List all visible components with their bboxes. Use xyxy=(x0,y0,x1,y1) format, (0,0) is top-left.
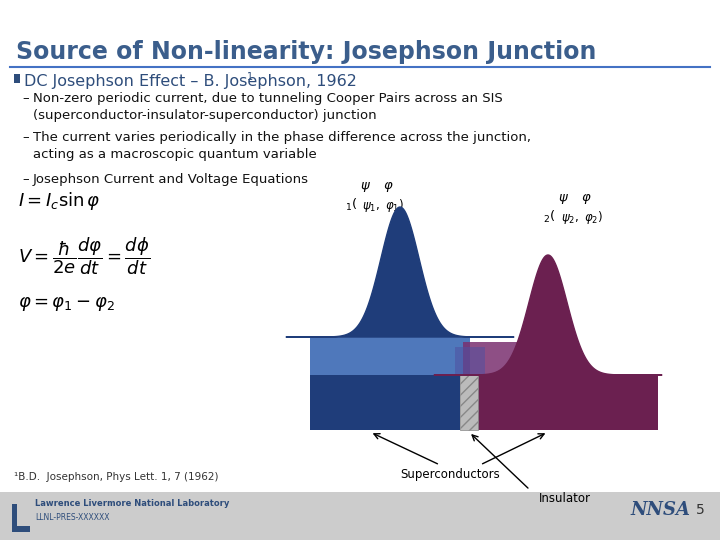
Bar xyxy=(463,342,563,375)
Text: Insulator: Insulator xyxy=(539,492,591,505)
Bar xyxy=(310,375,460,430)
Text: –: – xyxy=(22,131,29,144)
Text: $\psi$: $\psi$ xyxy=(359,180,371,194)
Text: $\psi$: $\psi$ xyxy=(557,192,569,206)
Text: NNSA: NNSA xyxy=(630,501,690,519)
Text: $\varphi_2)$: $\varphi_2)$ xyxy=(584,209,603,226)
Bar xyxy=(310,337,470,375)
Text: Lawrence Livermore National Laboratory: Lawrence Livermore National Laboratory xyxy=(35,500,230,509)
Bar xyxy=(0,492,720,540)
Text: $\varphi_1)$: $\varphi_1)$ xyxy=(385,197,404,214)
Text: ¹B.D.  Josephson, Phys Lett. 1, 7 (1962): ¹B.D. Josephson, Phys Lett. 1, 7 (1962) xyxy=(14,472,218,482)
Bar xyxy=(455,347,485,375)
Text: Superconductors: Superconductors xyxy=(400,468,500,481)
Text: $\varphi = \varphi_1 - \varphi_2$: $\varphi = \varphi_1 - \varphi_2$ xyxy=(18,295,115,313)
Text: The current varies periodically in the phase difference across the junction,
act: The current varies periodically in the p… xyxy=(33,131,531,161)
Text: Source of Non-linearity: Josephson Junction: Source of Non-linearity: Josephson Junct… xyxy=(16,40,596,64)
Polygon shape xyxy=(434,255,662,375)
Text: DC Josephson Effect – B. Josephson, 1962: DC Josephson Effect – B. Josephson, 1962 xyxy=(24,74,357,89)
Text: $_1($: $_1($ xyxy=(345,197,357,213)
Text: $_2($: $_2($ xyxy=(543,209,555,225)
Bar xyxy=(460,375,478,430)
Polygon shape xyxy=(286,207,514,337)
Text: –: – xyxy=(22,173,29,186)
Text: $V = \dfrac{\hbar}{2e}\dfrac{d\varphi}{dt} = \dfrac{d\phi}{dt}$: $V = \dfrac{\hbar}{2e}\dfrac{d\varphi}{d… xyxy=(18,235,150,276)
Text: Josephson Current and Voltage Equations: Josephson Current and Voltage Equations xyxy=(33,173,309,186)
Text: Non-zero periodic current, due to tunneling Cooper Pairs across an SIS
(supercon: Non-zero periodic current, due to tunnel… xyxy=(33,92,503,122)
Text: $\varphi$: $\varphi$ xyxy=(383,180,393,194)
Text: LLNL-PRES-XXXXXX: LLNL-PRES-XXXXXX xyxy=(35,514,109,523)
Text: $I = I_c \sin\varphi$: $I = I_c \sin\varphi$ xyxy=(18,190,101,212)
Bar xyxy=(12,526,30,532)
Text: 1: 1 xyxy=(247,72,253,82)
Bar xyxy=(12,504,17,532)
Text: $\psi_2,$: $\psi_2,$ xyxy=(561,212,579,226)
Text: –: – xyxy=(22,92,29,105)
Text: $\psi_1,$: $\psi_1,$ xyxy=(362,200,380,214)
Bar xyxy=(14,74,20,83)
Text: 5: 5 xyxy=(696,503,704,517)
Text: $\varphi$: $\varphi$ xyxy=(581,192,591,206)
Bar xyxy=(478,375,658,430)
